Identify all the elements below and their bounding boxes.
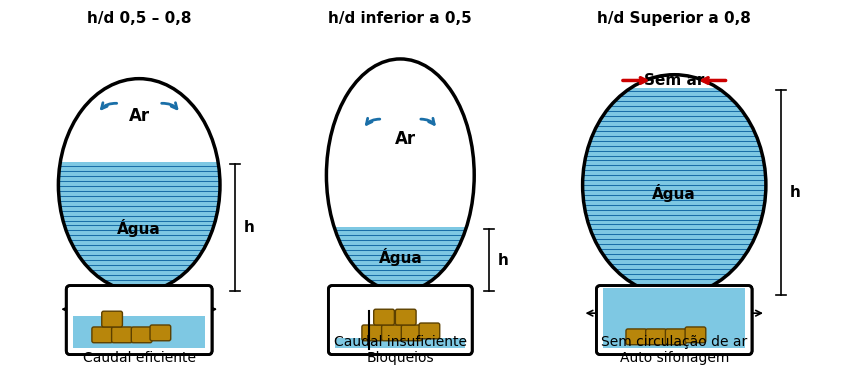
Bar xyxy=(336,339,465,348)
Text: d: d xyxy=(134,318,144,333)
Text: Ar: Ar xyxy=(395,130,416,148)
Text: h/d 0,5 – 0,8: h/d 0,5 – 0,8 xyxy=(87,11,191,26)
FancyBboxPatch shape xyxy=(685,327,706,343)
FancyBboxPatch shape xyxy=(646,329,666,345)
Text: Caudal eficiente: Caudal eficiente xyxy=(83,352,196,366)
Text: Água: Água xyxy=(117,218,161,237)
Ellipse shape xyxy=(58,79,220,291)
Text: d: d xyxy=(668,322,679,337)
FancyBboxPatch shape xyxy=(665,329,686,345)
Text: Ar: Ar xyxy=(129,107,150,125)
Text: h: h xyxy=(498,253,508,268)
FancyBboxPatch shape xyxy=(111,327,132,343)
Text: Sem ar: Sem ar xyxy=(644,73,705,88)
Text: h/d inferior a 0,5: h/d inferior a 0,5 xyxy=(329,11,472,26)
FancyBboxPatch shape xyxy=(626,329,647,345)
Text: Água: Água xyxy=(379,248,422,266)
Text: d: d xyxy=(395,318,405,333)
Text: Caudal insuficiente
Bloqueios: Caudal insuficiente Bloqueios xyxy=(334,335,467,366)
FancyBboxPatch shape xyxy=(382,325,402,341)
Text: Sem circulação de ar
Auto sifonagem: Sem circulação de ar Auto sifonagem xyxy=(601,335,748,366)
Bar xyxy=(53,162,225,293)
FancyBboxPatch shape xyxy=(132,327,152,343)
FancyBboxPatch shape xyxy=(401,325,422,341)
FancyBboxPatch shape xyxy=(362,325,383,341)
Bar xyxy=(73,316,205,348)
Text: h: h xyxy=(244,220,255,235)
Text: Água: Água xyxy=(652,184,696,202)
FancyBboxPatch shape xyxy=(596,286,752,355)
FancyBboxPatch shape xyxy=(67,286,212,355)
FancyBboxPatch shape xyxy=(395,309,416,325)
Text: h/d Superior a 0,8: h/d Superior a 0,8 xyxy=(598,11,751,26)
Text: h: h xyxy=(790,185,800,200)
Bar xyxy=(321,227,479,293)
FancyBboxPatch shape xyxy=(102,311,122,327)
Ellipse shape xyxy=(326,59,475,291)
Ellipse shape xyxy=(583,75,766,295)
FancyBboxPatch shape xyxy=(150,325,171,341)
Bar xyxy=(604,288,745,348)
FancyBboxPatch shape xyxy=(419,323,440,339)
FancyBboxPatch shape xyxy=(329,286,472,355)
FancyBboxPatch shape xyxy=(92,327,113,343)
Bar xyxy=(577,88,771,298)
FancyBboxPatch shape xyxy=(373,309,395,325)
